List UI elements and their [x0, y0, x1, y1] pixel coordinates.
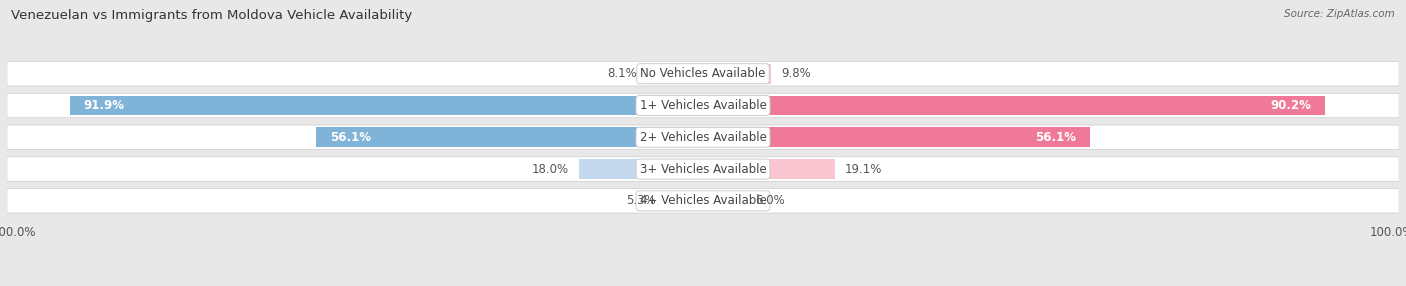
Text: 1+ Vehicles Available: 1+ Vehicles Available — [640, 99, 766, 112]
Text: 90.2%: 90.2% — [1270, 99, 1310, 112]
Text: 91.9%: 91.9% — [83, 99, 125, 112]
Text: Source: ZipAtlas.com: Source: ZipAtlas.com — [1284, 9, 1395, 19]
Text: 9.8%: 9.8% — [780, 67, 811, 80]
Text: 18.0%: 18.0% — [531, 162, 568, 176]
Text: Venezuelan vs Immigrants from Moldova Vehicle Availability: Venezuelan vs Immigrants from Moldova Ve… — [11, 9, 412, 21]
Bar — [703, 128, 1090, 147]
Bar — [70, 96, 703, 115]
Bar — [703, 191, 744, 211]
Text: 3+ Vehicles Available: 3+ Vehicles Available — [640, 162, 766, 176]
Bar — [703, 159, 835, 179]
Text: 4+ Vehicles Available: 4+ Vehicles Available — [640, 194, 766, 207]
Text: 2+ Vehicles Available: 2+ Vehicles Available — [640, 131, 766, 144]
Bar — [666, 191, 703, 211]
Text: 19.1%: 19.1% — [845, 162, 883, 176]
Bar — [703, 96, 1324, 115]
Bar — [703, 64, 770, 84]
Text: 5.3%: 5.3% — [627, 194, 657, 207]
FancyBboxPatch shape — [7, 157, 1399, 181]
Legend: Venezuelan, Immigrants from Moldova: Venezuelan, Immigrants from Moldova — [547, 283, 859, 286]
Text: No Vehicles Available: No Vehicles Available — [640, 67, 766, 80]
Text: 56.1%: 56.1% — [330, 131, 371, 144]
Bar — [647, 64, 703, 84]
FancyBboxPatch shape — [7, 61, 1399, 86]
Text: 6.0%: 6.0% — [755, 194, 785, 207]
FancyBboxPatch shape — [7, 93, 1399, 118]
Bar — [579, 159, 703, 179]
Text: 8.1%: 8.1% — [607, 67, 637, 80]
Text: 56.1%: 56.1% — [1035, 131, 1076, 144]
FancyBboxPatch shape — [7, 188, 1399, 213]
Bar — [316, 128, 703, 147]
FancyBboxPatch shape — [7, 125, 1399, 150]
